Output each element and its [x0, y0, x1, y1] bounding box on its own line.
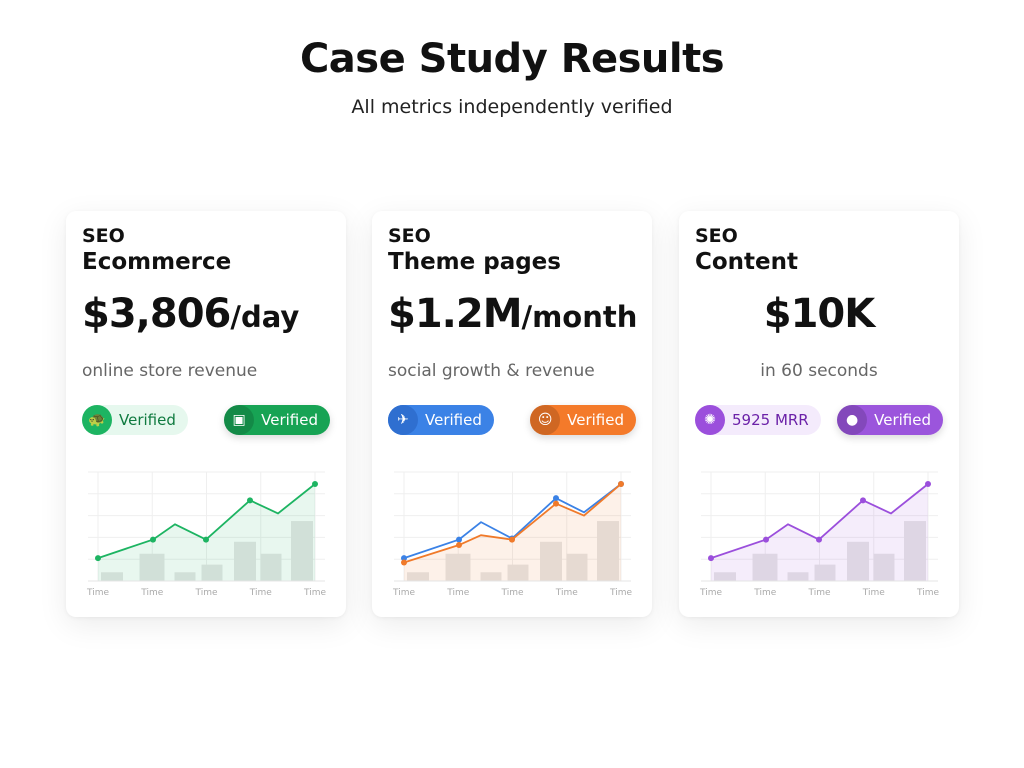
verified-badge: ● Verified — [837, 405, 943, 435]
card-name: Ecommerce — [82, 249, 232, 275]
card-description: social growth & revenue — [388, 361, 595, 381]
chart-point — [312, 480, 318, 487]
x-tick-label: Time — [807, 588, 830, 598]
chart-bar — [139, 553, 165, 581]
chart-point — [553, 495, 559, 502]
x-tick-label: Time — [753, 588, 776, 598]
metric-value: $3,806 — [82, 291, 231, 337]
chart-bar — [507, 564, 529, 581]
chart-bar — [234, 541, 256, 581]
chart-point — [401, 559, 407, 566]
chart-point — [816, 536, 822, 543]
card-metric: $1.2M/month — [388, 291, 637, 337]
chart-bar — [407, 572, 429, 581]
x-tick-label: Time — [140, 588, 163, 598]
gear-bug-icon: ✺ — [695, 405, 725, 435]
x-tick-label: Time — [699, 588, 722, 598]
badge-label: 5925 MRR — [732, 411, 809, 429]
card-metric: $3,806/day — [82, 291, 299, 337]
x-tick-label: Time — [555, 588, 578, 598]
chart-point — [925, 480, 931, 487]
rocket-icon: ✈ — [388, 405, 418, 435]
badge-label: Verified — [567, 411, 624, 429]
x-tick-label: Time — [86, 588, 109, 598]
badge-label: Verified — [425, 411, 482, 429]
chart-point — [763, 536, 769, 543]
x-tick-label: Time — [609, 588, 632, 598]
badge-face-icon: ☺ — [530, 405, 561, 435]
badge-label: Verified — [874, 411, 931, 429]
chart-bar — [174, 572, 196, 581]
verified-badge: 🐢 Verified — [82, 405, 188, 435]
page-title: Case Study Results — [299, 36, 725, 82]
badge-label: Verified — [119, 411, 176, 429]
card-description: in 60 seconds — [760, 361, 878, 381]
card-metric: $10K — [679, 291, 959, 337]
chart-bar — [847, 541, 869, 581]
x-tick-label: Time — [194, 588, 217, 598]
chart-bar — [101, 572, 123, 581]
chart-bar — [540, 541, 562, 581]
chart-bar — [787, 572, 809, 581]
chart-bar — [814, 564, 836, 581]
card-category: SEO — [695, 225, 738, 247]
verified-badge: ☺ Verified — [530, 405, 636, 435]
card-description: online store revenue — [82, 361, 258, 381]
verified-badge: ✈ Verified — [388, 405, 494, 435]
performance-chart: Time Time Time Time Time — [699, 471, 939, 598]
case-study-card: SEO Theme pages $1.2M/month social growt… — [372, 211, 652, 617]
metric-value: $1.2M — [388, 291, 522, 337]
chart-point — [456, 536, 462, 543]
card-category: SEO — [82, 225, 125, 247]
box-stack-icon: ▣ — [224, 405, 255, 435]
x-tick-label: Time — [303, 588, 326, 598]
chart-bar — [480, 572, 502, 581]
metric-unit: /month — [521, 300, 638, 334]
x-tick-label: Time — [862, 588, 885, 598]
metric-unit: /day — [230, 300, 300, 334]
chart-point — [708, 555, 714, 562]
chart-area — [98, 483, 315, 581]
chart-point — [553, 500, 559, 507]
x-tick-label: Time — [916, 588, 939, 598]
chart-bar — [904, 521, 926, 581]
chart-point — [95, 555, 101, 562]
performance-chart: Time Time Time Time Time — [392, 471, 632, 598]
chart-bar — [566, 553, 588, 581]
verified-badge: ▣ Verified — [224, 405, 330, 435]
x-tick-label: Time — [500, 588, 523, 598]
chart-bar — [714, 572, 736, 581]
chart-bar — [291, 521, 313, 581]
x-tick-label: Time — [249, 588, 272, 598]
x-tick-label: Time — [392, 588, 415, 598]
chart-point — [247, 497, 253, 504]
card-name: Content — [695, 249, 799, 275]
chart-bar — [873, 553, 895, 581]
chart-bar — [260, 553, 282, 581]
turtle-icon: 🐢 — [82, 405, 112, 435]
chart-bar — [201, 564, 223, 581]
chart-bar — [597, 521, 619, 581]
chart-point — [401, 555, 407, 562]
chart-area — [711, 483, 928, 581]
performance-chart: Time Time Time Time Time — [86, 471, 326, 598]
chart-point — [203, 536, 209, 543]
card-name: Theme pages — [388, 249, 561, 275]
chart-bar — [445, 553, 471, 581]
case-study-card: SEO Content $10K in 60 seconds ✺ 5925 MR… — [679, 211, 959, 617]
chart-point — [150, 536, 156, 543]
chart-point — [456, 542, 462, 549]
chart-point — [618, 480, 624, 487]
badge-label: Verified — [261, 411, 318, 429]
x-tick-label: Time — [446, 588, 469, 598]
verified-badge: ✺ 5925 MRR — [695, 405, 821, 435]
chart-bar — [752, 553, 778, 581]
case-study-card: SEO Ecommerce $3,806/day online store re… — [66, 211, 346, 617]
chart-point — [509, 536, 515, 543]
page-subtitle: All metrics independently verified — [351, 96, 673, 118]
card-category: SEO — [388, 225, 431, 247]
chart-point — [860, 497, 866, 504]
metric-value: $10K — [763, 291, 875, 337]
piggy-bank-icon: ● — [837, 405, 868, 435]
